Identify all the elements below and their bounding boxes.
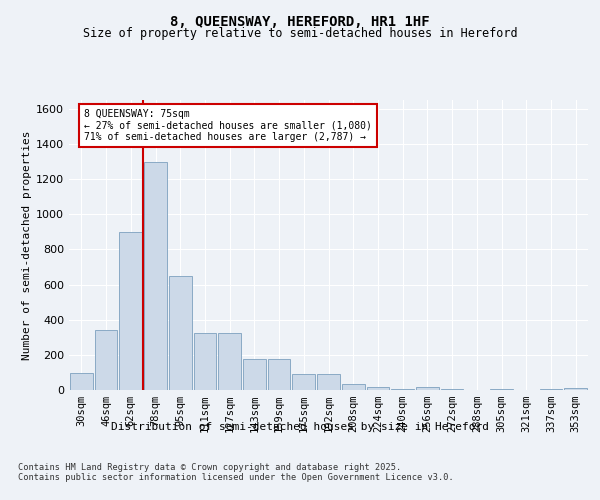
- Bar: [194, 333, 216, 390]
- Bar: [95, 330, 118, 390]
- Bar: [70, 374, 93, 390]
- Bar: [268, 359, 290, 390]
- Bar: [416, 387, 439, 390]
- Bar: [441, 389, 463, 390]
- Bar: [144, 162, 167, 390]
- Bar: [169, 276, 191, 390]
- Bar: [292, 374, 315, 390]
- Bar: [243, 359, 266, 390]
- Text: Distribution of semi-detached houses by size in Hereford: Distribution of semi-detached houses by …: [111, 422, 489, 432]
- Bar: [367, 387, 389, 390]
- Bar: [317, 374, 340, 390]
- Bar: [539, 389, 562, 390]
- Bar: [564, 388, 587, 390]
- Text: 8, QUEENSWAY, HEREFORD, HR1 1HF: 8, QUEENSWAY, HEREFORD, HR1 1HF: [170, 15, 430, 29]
- Text: Size of property relative to semi-detached houses in Hereford: Size of property relative to semi-detach…: [83, 28, 517, 40]
- Text: 8 QUEENSWAY: 75sqm
← 27% of semi-detached houses are smaller (1,080)
71% of semi: 8 QUEENSWAY: 75sqm ← 27% of semi-detache…: [84, 108, 372, 142]
- Bar: [119, 232, 142, 390]
- Y-axis label: Number of semi-detached properties: Number of semi-detached properties: [22, 130, 32, 360]
- Bar: [342, 384, 365, 390]
- Bar: [218, 333, 241, 390]
- Bar: [391, 388, 414, 390]
- Bar: [490, 389, 513, 390]
- Text: Contains HM Land Registry data © Crown copyright and database right 2025.
Contai: Contains HM Land Registry data © Crown c…: [18, 462, 454, 482]
